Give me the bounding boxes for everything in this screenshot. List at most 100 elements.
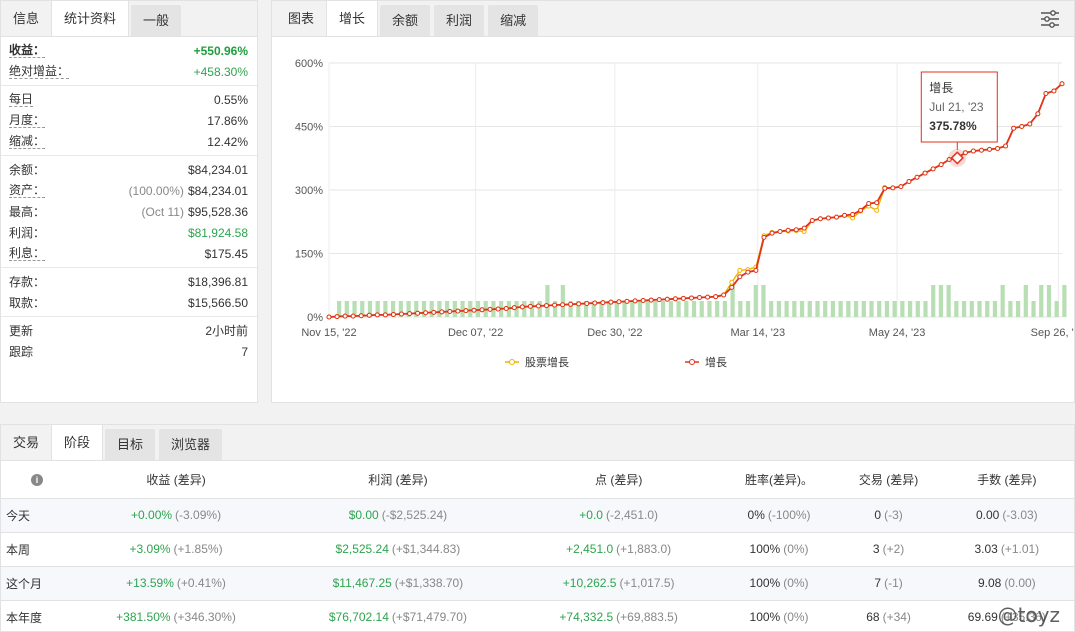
growth-point[interactable]	[850, 212, 856, 218]
highlight-marker[interactable]	[950, 151, 965, 165]
growth-point[interactable]	[705, 294, 711, 300]
growth-point[interactable]	[697, 295, 703, 301]
growth-point[interactable]	[729, 284, 735, 290]
tab-info[interactable]: 信息	[13, 11, 40, 26]
growth-point[interactable]	[713, 294, 719, 300]
growth-point[interactable]	[463, 308, 469, 314]
growth-point[interactable]	[407, 311, 413, 317]
growth-point[interactable]	[511, 305, 517, 311]
growth-point[interactable]	[825, 215, 831, 221]
growth-point[interactable]	[753, 267, 759, 273]
equity-growth-point[interactable]	[874, 207, 880, 213]
growth-point[interactable]	[366, 312, 372, 318]
legend-label[interactable]: 增長	[705, 355, 727, 369]
growth-point[interactable]	[874, 200, 880, 206]
growth-point[interactable]	[374, 312, 380, 318]
growth-point[interactable]	[535, 303, 541, 309]
growth-point[interactable]	[962, 150, 968, 156]
growth-point[interactable]	[914, 174, 920, 180]
growth-point[interactable]	[632, 298, 638, 304]
growth-point[interactable]	[809, 217, 815, 223]
growth-point[interactable]	[745, 269, 751, 275]
growth-point[interactable]	[447, 308, 453, 314]
growth-point[interactable]	[423, 310, 429, 316]
growth-point[interactable]	[398, 311, 404, 317]
growth-point[interactable]	[608, 299, 614, 305]
growth-point[interactable]	[519, 304, 525, 310]
growth-point[interactable]	[624, 298, 630, 304]
tab-statistics[interactable]: 统计资料	[51, 1, 130, 36]
growth-point[interactable]	[1019, 124, 1025, 129]
growth-point[interactable]	[970, 148, 976, 154]
growth-point[interactable]	[592, 300, 598, 306]
tab-drawdown[interactable]: 缩减	[488, 5, 539, 36]
info-icon[interactable]: i	[31, 474, 43, 487]
equity-growth-point[interactable]	[729, 279, 735, 285]
growth-point[interactable]	[858, 207, 864, 213]
growth-point[interactable]	[721, 292, 727, 298]
growth-point[interactable]	[680, 295, 686, 301]
growth-point[interactable]	[930, 166, 936, 172]
stat-label[interactable]: 缩减：	[9, 134, 46, 149]
growth-point[interactable]	[527, 303, 533, 309]
growth-point[interactable]	[616, 299, 622, 305]
growth-point[interactable]	[672, 296, 678, 302]
growth-point[interactable]	[479, 307, 485, 313]
growth-point[interactable]	[785, 227, 791, 233]
growth-point[interactable]	[987, 146, 993, 152]
stat-label[interactable]: 资产：	[9, 183, 46, 198]
growth-point[interactable]	[326, 314, 332, 320]
growth-point[interactable]	[890, 185, 896, 191]
tab-trades[interactable]: 交易	[13, 435, 40, 450]
stat-label[interactable]: 利息：	[9, 246, 46, 261]
stat-label[interactable]: 月度：	[9, 113, 46, 128]
growth-point[interactable]	[1059, 81, 1065, 87]
growth-point[interactable]	[656, 297, 662, 303]
growth-point[interactable]	[390, 311, 396, 317]
growth-point[interactable]	[640, 297, 646, 303]
growth-point[interactable]	[898, 184, 904, 190]
growth-point[interactable]	[439, 309, 445, 315]
growth-point[interactable]	[350, 313, 356, 319]
growth-point[interactable]	[495, 306, 501, 312]
growth-point[interactable]	[793, 227, 799, 233]
growth-point[interactable]	[866, 201, 872, 207]
growth-point[interactable]	[487, 306, 493, 312]
growth-point[interactable]	[584, 300, 590, 306]
growth-point[interactable]	[560, 302, 566, 308]
growth-point[interactable]	[664, 296, 670, 302]
growth-point[interactable]	[769, 230, 775, 236]
growth-point[interactable]	[576, 301, 582, 307]
tab-growth[interactable]: 增长	[326, 1, 379, 36]
growth-point[interactable]	[1011, 125, 1017, 131]
growth-point[interactable]	[817, 216, 823, 222]
growth-point[interactable]	[568, 301, 574, 307]
growth-point[interactable]	[334, 314, 340, 320]
stat-label[interactable]: 绝对增益：	[9, 64, 70, 79]
growth-point[interactable]	[801, 225, 807, 231]
growth-point[interactable]	[688, 295, 694, 301]
growth-point[interactable]	[946, 157, 952, 163]
growth-point[interactable]	[1027, 121, 1033, 127]
growth-point[interactable]	[938, 162, 944, 168]
growth-point[interactable]	[543, 303, 549, 309]
growth-point[interactable]	[342, 313, 348, 319]
growth-point[interactable]	[842, 212, 848, 218]
legend-label[interactable]: 股票增長	[525, 355, 569, 369]
stat-label[interactable]: 每日	[9, 92, 34, 107]
growth-point[interactable]	[431, 309, 437, 315]
tab-goals[interactable]: 目标	[105, 429, 156, 460]
growth-point[interactable]	[1035, 111, 1041, 117]
tab-browser[interactable]: 浏览器	[159, 429, 223, 460]
growth-point[interactable]	[455, 308, 461, 314]
growth-point[interactable]	[415, 310, 421, 316]
growth-point[interactable]	[358, 313, 364, 319]
stat-label[interactable]: 收益：	[9, 43, 46, 58]
growth-chart[interactable]: 0% 150% 300% 450% 600% Nov 15, '22 Dec 07, '22…	[272, 37, 1074, 402]
growth-point[interactable]	[1043, 90, 1049, 96]
tab-chart[interactable]: 图表	[288, 11, 315, 26]
growth-point[interactable]	[600, 300, 606, 306]
tab-general[interactable]: 一般	[131, 5, 182, 36]
tab-balance[interactable]: 余额	[380, 5, 431, 36]
growth-point[interactable]	[471, 307, 477, 313]
